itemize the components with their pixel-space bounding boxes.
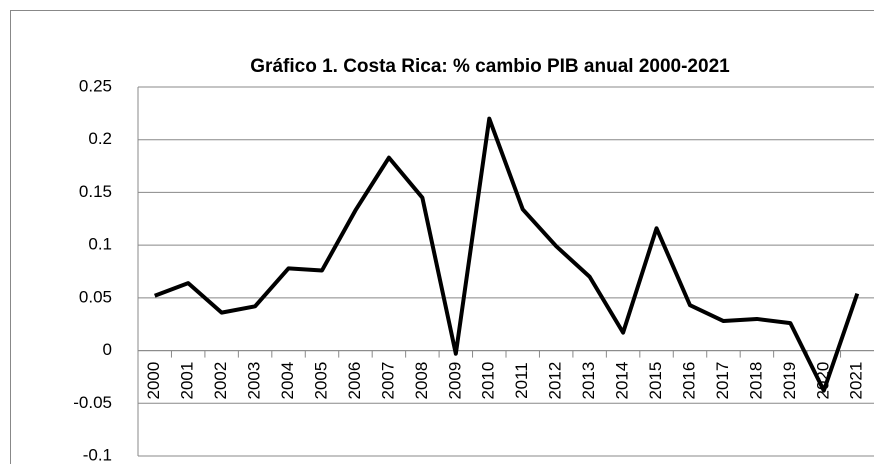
x-tick-label: 2012 — [546, 362, 565, 400]
x-tick-label: 2020 — [813, 362, 832, 400]
y-tick-label: 0.15 — [79, 182, 112, 201]
x-tick-label: 2017 — [713, 362, 732, 400]
x-tick-label: 2019 — [780, 362, 799, 400]
y-tick-label: 0.2 — [88, 129, 112, 148]
y-tick-label: -0.05 — [73, 393, 112, 412]
x-tick-label: 2010 — [479, 362, 498, 400]
x-tick-label: 2002 — [211, 362, 230, 400]
x-tick-label: 2014 — [613, 362, 632, 400]
x-tick-label: 2006 — [345, 362, 364, 400]
y-tick-label: 0.05 — [79, 287, 112, 306]
x-tick-label: 2003 — [245, 362, 264, 400]
x-tick-label: 2015 — [646, 362, 665, 400]
x-tick-label: 2004 — [278, 362, 297, 400]
data-line — [154, 116, 860, 393]
x-tick-label: 2016 — [679, 362, 698, 400]
x-tick-label: 2009 — [445, 362, 464, 400]
y-tick-label: 0.25 — [79, 76, 112, 95]
chart-border — [10, 10, 874, 464]
chart-title: Gráfico 1. Costa Rica: % cambio PIB anua… — [250, 56, 730, 77]
x-tick-label: 2013 — [579, 362, 598, 400]
x-tick-label: 2018 — [746, 362, 765, 400]
x-tick-label: 2007 — [378, 362, 397, 400]
y-tick-label: 0 — [103, 340, 112, 359]
y-tick-label: 0.1 — [88, 235, 112, 254]
x-tick-label: 2005 — [311, 362, 330, 400]
x-tick-label: 2001 — [178, 362, 197, 400]
x-tick-label: 2021 — [847, 362, 866, 400]
y-tick-label: -0.1 — [83, 445, 112, 464]
x-tick-label: 2000 — [144, 362, 163, 400]
x-tick-label: 2011 — [512, 362, 531, 399]
x-tick-label: 2008 — [412, 362, 431, 400]
